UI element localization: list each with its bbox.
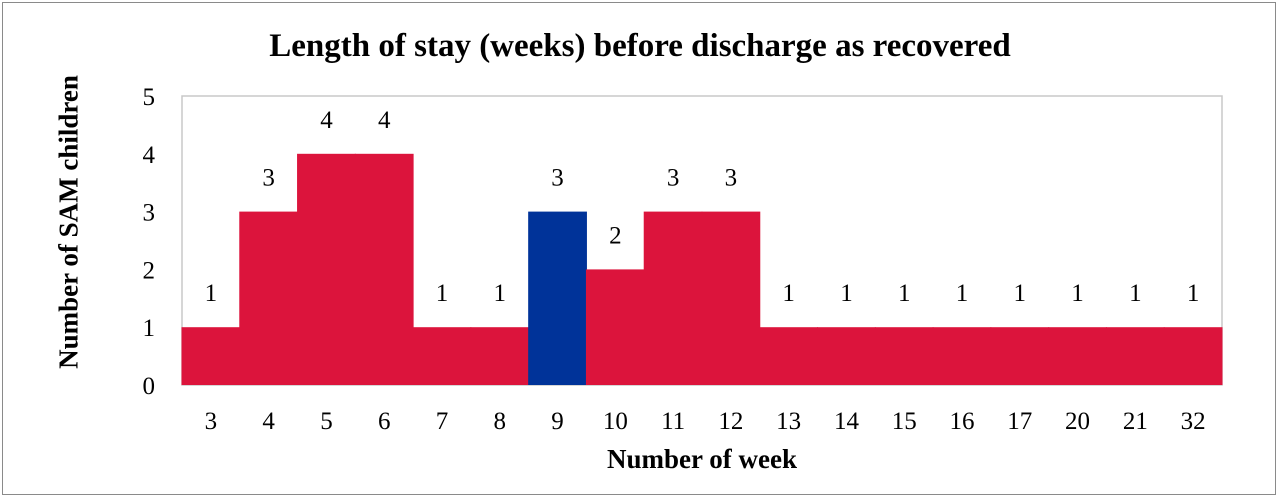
bar (759, 327, 819, 385)
x-tick-label: 10 (603, 408, 628, 435)
data-label: 1 (1129, 280, 1142, 307)
bar (1163, 327, 1223, 385)
x-tick-label: 3 (205, 408, 218, 435)
bar (874, 327, 934, 385)
bar (701, 211, 761, 385)
bar (239, 211, 299, 385)
chart-title: Length of stay (weeks) before discharge … (269, 28, 1011, 64)
x-tick-label: 7 (436, 408, 449, 435)
bar (470, 327, 530, 385)
data-label: 1 (436, 280, 449, 307)
bar (643, 211, 703, 385)
x-tick-label: 15 (892, 408, 917, 435)
data-label: 1 (840, 280, 853, 307)
bar (932, 327, 992, 385)
bar (817, 327, 876, 385)
data-label: 1 (1014, 280, 1027, 307)
x-tick-label: 12 (718, 408, 743, 435)
x-tick-label: 13 (776, 408, 801, 435)
y-tick-label: 4 (143, 142, 156, 169)
data-label: 1 (205, 280, 218, 307)
bar (297, 153, 356, 385)
data-label: 1 (782, 280, 795, 307)
y-tick-label: 5 (143, 84, 156, 111)
x-axis-title: Number of week (607, 444, 797, 474)
x-tick-label: 32 (1181, 408, 1206, 435)
data-label: 4 (320, 107, 333, 134)
x-tick-label: 5 (320, 408, 333, 435)
x-tick-label: 6 (378, 408, 391, 435)
bar (354, 153, 414, 385)
data-label: 1 (1187, 280, 1200, 307)
data-label: 2 (609, 222, 622, 249)
x-tick-label: 21 (1123, 408, 1148, 435)
data-label: 3 (725, 165, 738, 192)
bar (1105, 327, 1165, 385)
bar (181, 327, 241, 385)
y-tick-label: 1 (143, 315, 156, 342)
x-tick-label: 11 (661, 408, 685, 435)
x-tick-label: 9 (551, 408, 564, 435)
x-tick-label: 8 (494, 408, 507, 435)
data-label: 3 (551, 165, 564, 192)
bar (528, 211, 587, 385)
y-tick-label: 0 (143, 373, 156, 400)
data-label: 3 (262, 165, 275, 192)
y-tick-label: 3 (143, 200, 156, 227)
data-label: 3 (667, 165, 680, 192)
data-label: 1 (956, 280, 969, 307)
data-label: 1 (898, 280, 911, 307)
data-label: 1 (1071, 280, 1084, 307)
bar (1048, 327, 1107, 385)
bar (412, 327, 472, 385)
data-label: 1 (494, 280, 507, 307)
x-tick-label: 17 (1007, 408, 1032, 435)
x-tick-label: 14 (834, 408, 860, 435)
bar (990, 327, 1050, 385)
data-label: 4 (378, 107, 391, 134)
x-tick-label: 16 (950, 408, 975, 435)
bar (585, 269, 645, 385)
x-tick-label: 4 (262, 408, 275, 435)
x-tick-label: 20 (1065, 408, 1090, 435)
y-tick-label: 2 (143, 257, 156, 284)
